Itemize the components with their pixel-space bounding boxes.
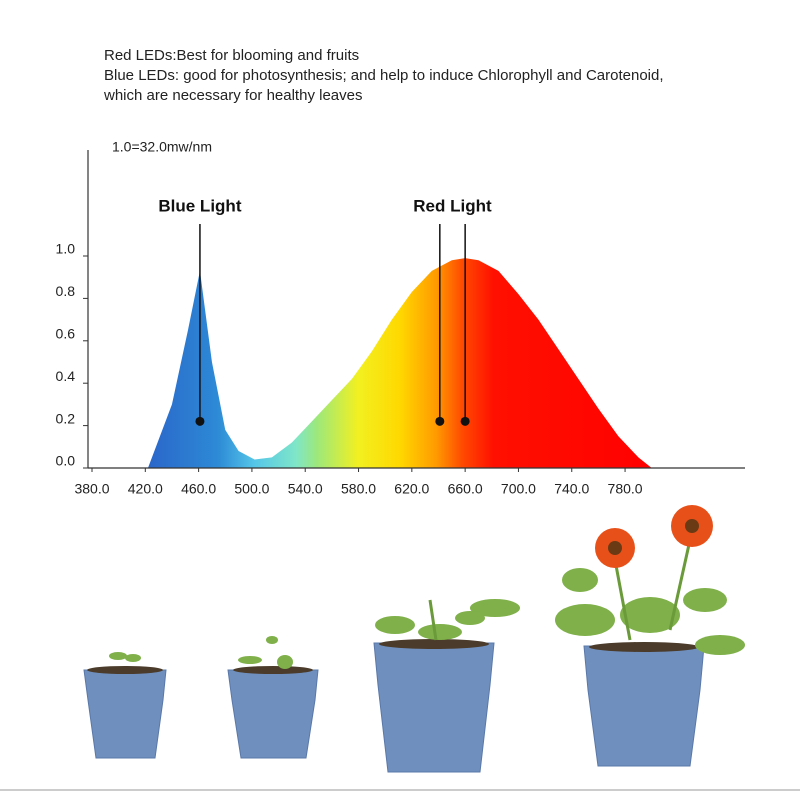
y-tick-label: 0.4 (56, 368, 76, 384)
note-line: Red LEDs:Best for blooming and fruits (104, 47, 359, 64)
x-tick-label: 740.0 (554, 481, 589, 497)
y-tick-label: 0.6 (56, 326, 76, 342)
x-tick-label: 660.0 (448, 481, 483, 497)
y-tick-label: 0.0 (56, 453, 76, 469)
x-tick-label: 780.0 (608, 481, 643, 497)
note-line: which are necessary for healthy leaves (103, 87, 362, 104)
y-axis-label: 1.0=32.0mw/nm (112, 139, 212, 155)
annotation-label: Blue Light (158, 196, 241, 215)
x-tick-label: 500.0 (234, 481, 269, 497)
y-tick-label: 0.8 (56, 283, 76, 299)
x-tick-label: 620.0 (394, 481, 429, 497)
annotation-dot (435, 416, 445, 426)
spectrum-area (147, 258, 652, 468)
note-line: Blue LEDs: good for photosynthesis; and … (104, 67, 664, 84)
annotation-dot (460, 416, 470, 426)
plants-illustration (0, 505, 800, 791)
x-tick-label: 540.0 (288, 481, 323, 497)
annotation-dot (195, 416, 205, 426)
annotation-label: Red Light (413, 196, 492, 215)
x-tick-label: 580.0 (341, 481, 376, 497)
x-tick-label: 420.0 (128, 481, 163, 497)
x-tick-label: 460.0 (181, 481, 216, 497)
y-tick-label: 1.0 (56, 241, 76, 257)
x-tick-label: 380.0 (74, 481, 109, 497)
x-tick-label: 700.0 (501, 481, 536, 497)
y-tick-label: 0.2 (56, 410, 76, 426)
